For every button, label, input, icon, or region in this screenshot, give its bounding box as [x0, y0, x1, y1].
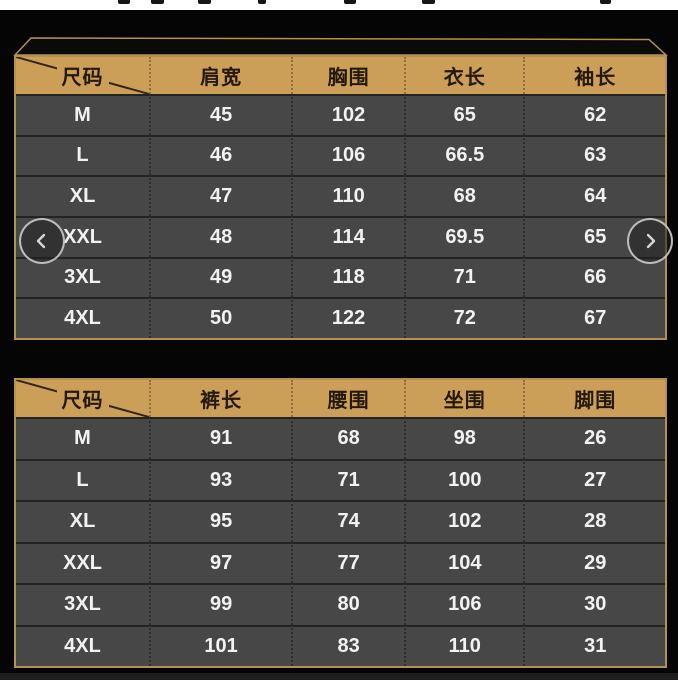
size-chart-top-table: 尺码 肩宽 胸围 衣长 袖长 M 45 102 65 62 L 46 106 66.5 63 XL 47 110 6… [14, 55, 667, 340]
value-cell: 110 [291, 175, 405, 216]
column-header: 衣长 [404, 57, 524, 94]
cropped-text-fragment [422, 0, 435, 4]
value-cell: 71 [404, 256, 524, 298]
value-cell: 31 [523, 624, 665, 666]
corner-label: 尺码 [56, 60, 109, 91]
value-cell: 102 [291, 94, 405, 135]
value-cell: 110 [404, 624, 524, 666]
value-cell: 68 [404, 175, 524, 216]
value-cell: 66 [523, 256, 665, 298]
value-cell: 101 [149, 624, 292, 666]
size-chart-bottom-table: 尺码 裤长 腰围 坐围 脚围 M 91 68 98 26 L 93 71 100 27 XL 95 74 102 28… [14, 378, 667, 668]
value-cell: 30 [523, 583, 665, 625]
value-cell: 74 [291, 500, 405, 542]
value-cell: 69.5 [404, 216, 524, 257]
size-cell: XXL [16, 541, 150, 583]
size-cell: M [16, 417, 150, 459]
size-cell: L [16, 134, 150, 176]
value-cell: 77 [291, 541, 405, 583]
value-cell: 97 [149, 541, 292, 583]
value-cell: 80 [291, 583, 405, 625]
value-cell: 66.5 [404, 134, 524, 176]
cropped-previous-image-strip [0, 0, 678, 10]
value-cell: 47 [149, 175, 292, 216]
column-header: 腰围 [291, 380, 405, 417]
value-cell: 93 [149, 458, 292, 500]
value-cell: 98 [404, 417, 524, 459]
value-cell: 62 [523, 94, 665, 135]
column-header: 裤长 [149, 380, 292, 417]
column-header: 胸围 [291, 57, 405, 94]
cropped-text-fragment [344, 0, 356, 4]
value-cell: 65 [404, 94, 524, 135]
corner-label: 尺码 [56, 383, 109, 414]
value-cell: 118 [291, 256, 405, 298]
size-cell: 3XL [16, 583, 150, 625]
cropped-text-fragment [258, 0, 266, 4]
size-cell: XL [16, 175, 150, 216]
bottom-bar [0, 673, 678, 680]
value-cell: 91 [149, 417, 292, 459]
value-cell: 122 [291, 297, 405, 338]
value-cell: 48 [149, 216, 292, 257]
carousel-next-button[interactable] [627, 218, 673, 264]
size-cell: L [16, 458, 150, 500]
value-cell: 102 [404, 500, 524, 542]
table-3d-top-edge [13, 37, 668, 56]
value-cell: 49 [149, 256, 292, 298]
value-cell: 106 [291, 134, 405, 176]
column-header: 坐围 [404, 380, 524, 417]
value-cell: 28 [523, 500, 665, 542]
cropped-text-fragment [198, 0, 211, 4]
value-cell: 106 [404, 583, 524, 625]
value-cell: 63 [523, 134, 665, 176]
value-cell: 26 [523, 417, 665, 459]
value-cell: 104 [404, 541, 524, 583]
cropped-text-fragment [118, 0, 130, 4]
corner-cell: 尺码 [16, 380, 150, 417]
cropped-text-fragment [151, 0, 164, 4]
value-cell: 46 [149, 134, 292, 176]
chevron-left-icon [36, 233, 46, 249]
value-cell: 45 [149, 94, 292, 135]
size-cell: 4XL [16, 624, 150, 666]
size-cell: XL [16, 500, 150, 542]
chevron-right-icon [646, 233, 656, 249]
value-cell: 71 [291, 458, 405, 500]
size-cell: 4XL [16, 297, 150, 338]
value-cell: 67 [523, 297, 665, 338]
value-cell: 29 [523, 541, 665, 583]
value-cell: 72 [404, 297, 524, 338]
value-cell: 100 [404, 458, 524, 500]
value-cell: 114 [291, 216, 405, 257]
cropped-text-fragment [600, 0, 611, 4]
value-cell: 64 [523, 175, 665, 216]
column-header: 袖长 [523, 57, 665, 94]
value-cell: 83 [291, 624, 405, 666]
size-cell: M [16, 94, 150, 135]
column-header: 脚围 [523, 380, 665, 417]
carousel-prev-button[interactable] [19, 218, 65, 264]
value-cell: 50 [149, 297, 292, 338]
corner-cell: 尺码 [16, 57, 150, 94]
column-header: 肩宽 [149, 57, 292, 94]
value-cell: 99 [149, 583, 292, 625]
value-cell: 95 [149, 500, 292, 542]
value-cell: 68 [291, 417, 405, 459]
value-cell: 27 [523, 458, 665, 500]
